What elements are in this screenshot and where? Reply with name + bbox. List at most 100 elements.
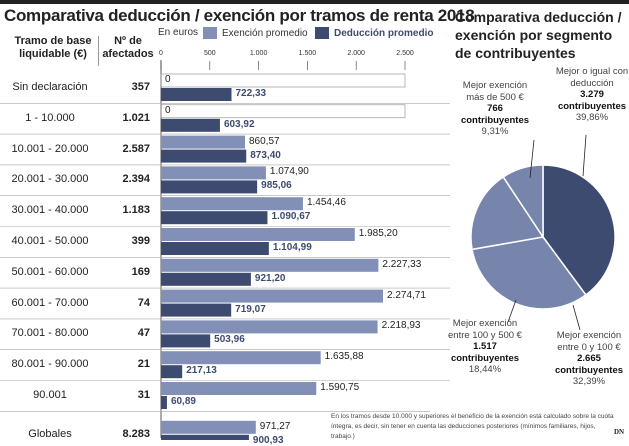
value-label-deduccion: 1.090,67 bbox=[271, 211, 311, 223]
bar-exencion bbox=[161, 351, 321, 365]
row-afectados: 21 bbox=[137, 358, 150, 371]
row-label: 80.001 - 90.000 bbox=[11, 358, 89, 371]
legend-label: Deducción promedio bbox=[334, 27, 434, 39]
header-divider bbox=[98, 36, 99, 66]
value-label-exencion: 971,27 bbox=[259, 420, 291, 432]
value-label-deduccion: 217,13 bbox=[186, 365, 217, 377]
bar-deduccion bbox=[161, 334, 211, 348]
top-bar bbox=[0, 0, 629, 4]
slice-unit: contribuyentes bbox=[450, 352, 520, 364]
zero-frame bbox=[160, 73, 406, 88]
pie-label: Mejor exención entre 0 y 100 €2.665 contr… bbox=[551, 330, 627, 388]
bar-deduccion bbox=[161, 396, 167, 409]
legend-swatch bbox=[203, 27, 217, 39]
row-label: 50.001 - 60.000 bbox=[11, 265, 89, 278]
pie-slice bbox=[471, 236, 587, 310]
bar-deduccion bbox=[161, 434, 249, 440]
slice-pct: 18,44% bbox=[468, 364, 502, 375]
bar-deduccion bbox=[161, 303, 232, 317]
value-label-deduccion: 719,07 bbox=[235, 303, 266, 315]
row-afectados: 2.587 bbox=[122, 142, 150, 155]
leader-line bbox=[529, 139, 535, 179]
bar-exencion bbox=[161, 289, 384, 303]
row-label: 30.001 - 40.000 bbox=[11, 204, 89, 217]
leader-line bbox=[507, 299, 517, 323]
bar-exencion bbox=[161, 420, 256, 434]
legend-deduccion: Deducción promedio bbox=[315, 27, 433, 39]
value-label-exencion: 1.985,20 bbox=[358, 228, 398, 239]
row-label: 20.001 - 30.000 bbox=[11, 173, 89, 186]
row-label: 40.001 - 50.000 bbox=[11, 235, 89, 247]
row-label: 70.001 - 80.000 bbox=[11, 327, 89, 340]
x-tick-label: 1.500 bbox=[298, 50, 317, 57]
row-afectados: 1.183 bbox=[122, 204, 150, 217]
slice-count: 766 bbox=[487, 103, 503, 114]
slice-unit: contribuyentes bbox=[460, 114, 530, 126]
slice-count: 3.279 bbox=[580, 89, 604, 100]
bar-deduccion bbox=[161, 242, 269, 255]
bar-exencion bbox=[161, 320, 378, 334]
value-label-deduccion: 722,33 bbox=[235, 88, 267, 99]
x-tick-label: 2.500 bbox=[396, 50, 414, 57]
row-label: 1 - 10.000 bbox=[25, 111, 75, 124]
row-label: Globales bbox=[28, 427, 72, 440]
bar-deduccion bbox=[161, 88, 232, 101]
pie-slice bbox=[470, 175, 545, 251]
pie-slice bbox=[542, 164, 616, 296]
x-tick-label: 500 bbox=[203, 50, 216, 57]
pie-label: Mejor exención entre 100 y 500 €1.517 con… bbox=[447, 318, 523, 376]
pie-title: Comparativa deducción / exención por seg… bbox=[455, 9, 622, 61]
value-label-exencion: 1.635,88 bbox=[324, 351, 364, 363]
bar-exencion bbox=[161, 135, 245, 149]
slice-desc: Mejor exención entre 100 y 500 € bbox=[448, 318, 522, 341]
value-label-deduccion: 603,92 bbox=[223, 118, 255, 130]
bar-deduccion bbox=[161, 149, 247, 163]
pie-slice bbox=[502, 164, 544, 240]
row-afectados: 169 bbox=[131, 265, 150, 278]
column-header-afectados: Nº de afectados bbox=[102, 35, 154, 60]
unit-label: En euros bbox=[158, 27, 198, 38]
bar-exencion bbox=[161, 382, 317, 395]
value-label-deduccion: 60,89 bbox=[170, 396, 196, 407]
row-label: 60.001 - 70.000 bbox=[11, 296, 89, 309]
bar-deduccion bbox=[161, 118, 220, 132]
value-label-deduccion: 1.104,99 bbox=[272, 242, 312, 253]
bar-exencion bbox=[161, 258, 379, 272]
row-label: 10.001 - 20.000 bbox=[11, 142, 89, 155]
row-afectados: 2.394 bbox=[122, 173, 150, 186]
slice-desc: Mejor exención entre 0 y 100 € bbox=[556, 330, 622, 353]
value-label-deduccion: 921,20 bbox=[254, 272, 286, 284]
value-label-deduccion: 503,96 bbox=[214, 334, 245, 346]
row-afectados: 74 bbox=[137, 296, 150, 309]
footnote: En los tramos desde 10.000 y superiores … bbox=[331, 413, 614, 440]
chart-title: Comparativa deducción / exención por tra… bbox=[4, 6, 475, 25]
row-label: 90.001 bbox=[33, 389, 67, 401]
value-label-exencion: 2.227,33 bbox=[382, 258, 422, 270]
legend-exencion: Exención promedio bbox=[203, 27, 308, 39]
pie-label: Mejor exención más de 500 €766 contribuye… bbox=[454, 80, 536, 138]
column-header-tramo: Tramo de base liquidable (€) bbox=[14, 35, 92, 60]
row-afectados: 357 bbox=[131, 81, 150, 93]
legend-swatch bbox=[315, 27, 329, 39]
value-label-exencion: 1.074,90 bbox=[269, 166, 309, 178]
value-label-exencion: 0 bbox=[165, 74, 171, 85]
x-tick-label: 1.000 bbox=[249, 50, 268, 57]
bar-deduccion bbox=[161, 180, 258, 194]
slice-desc: Mejor o igual con deducción bbox=[555, 66, 629, 89]
value-label-exencion: 2.218,93 bbox=[381, 320, 421, 332]
value-label-exencion: 1.454,46 bbox=[306, 197, 346, 209]
slice-count: 2.665 bbox=[577, 353, 601, 364]
value-label-exencion: 0 bbox=[165, 104, 171, 116]
zero-frame bbox=[160, 104, 406, 119]
value-label-exencion: 860,57 bbox=[248, 135, 280, 147]
row-afectados: 8.283 bbox=[122, 427, 150, 440]
value-label-deduccion: 873,40 bbox=[250, 149, 281, 161]
bar-deduccion bbox=[161, 365, 183, 379]
row-afectados: 1.021 bbox=[122, 111, 150, 124]
slice-pct: 9,31% bbox=[481, 126, 509, 137]
x-tick-label: 0 bbox=[159, 50, 163, 57]
pie-label: Mejor o igual con deducción 3.279 contribu… bbox=[555, 66, 629, 124]
slice-pct: 32,39% bbox=[572, 376, 606, 387]
